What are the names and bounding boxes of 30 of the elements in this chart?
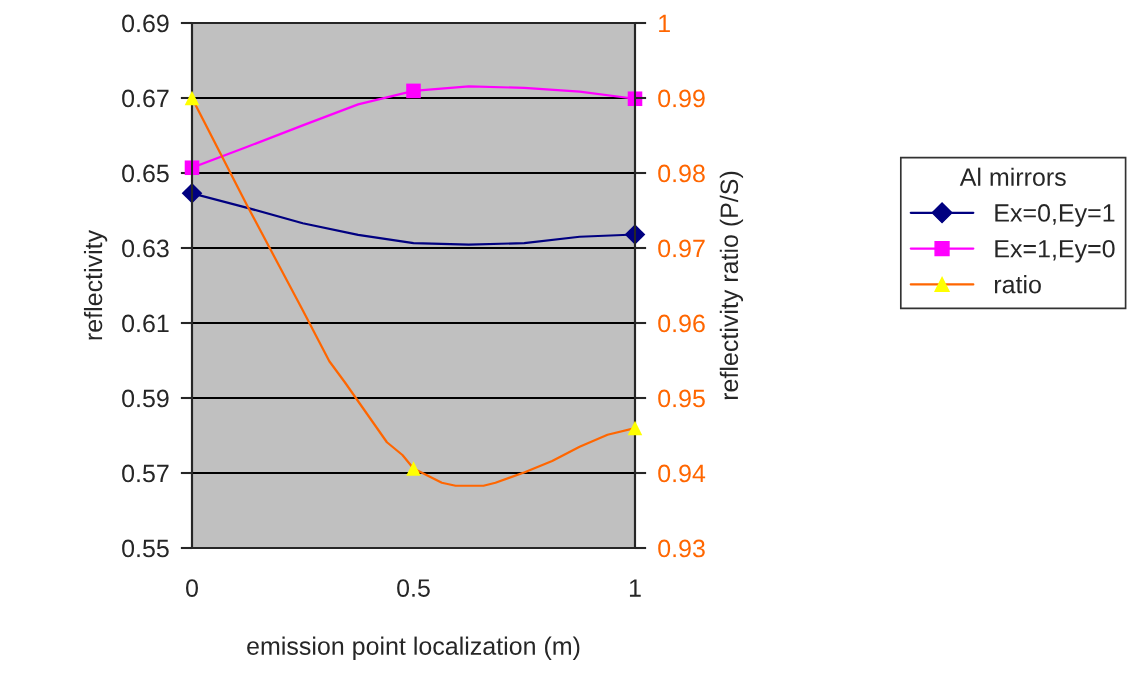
x-tick-label: 0: [186, 579, 198, 597]
y2-axis-title: reflectivity ratio (P/S): [719, 171, 744, 400]
y2-tick-label: 0.94: [658, 464, 706, 483]
y2-tick-label: 0.98: [658, 164, 705, 183]
legend-label: Ex=1,Ey=0: [995, 239, 1115, 263]
x-axis-title: emission point localization (m): [247, 636, 580, 660]
legend-label: Ex=0,Ey=1: [995, 204, 1115, 227]
y-tick-label: 0.57: [122, 464, 169, 483]
point: [627, 420, 643, 436]
point: [406, 461, 421, 476]
x-tick-label: 1: [629, 579, 641, 597]
y-tick-label: 0.61: [122, 314, 169, 333]
y2-tick-label: 1: [659, 14, 670, 33]
x-tick-label: 0.5: [397, 579, 430, 597]
y-axis-title: reflectivity: [83, 229, 108, 340]
point: [184, 90, 200, 106]
y2-tick-label: 0.96: [658, 314, 705, 333]
y2-tick-label: 0.99: [658, 89, 705, 108]
y2-tick-label: 0.95: [658, 389, 705, 408]
y-tick-label: 0.59: [122, 389, 169, 408]
y2-tick-label: 0.97: [658, 239, 705, 258]
legend-title: Al mirrors: [959, 167, 1066, 186]
y2-tick-label: 0.93: [658, 539, 705, 558]
y-tick-label: 0.63: [122, 239, 169, 258]
legend-label: ratio: [994, 275, 1041, 294]
point: [406, 83, 421, 99]
y-tick-label: 0.67: [122, 89, 169, 108]
y-tick-label: 0.69: [122, 14, 169, 33]
y-tick-label: 0.65: [122, 164, 169, 183]
y-tick-label: 0.55: [122, 539, 169, 558]
